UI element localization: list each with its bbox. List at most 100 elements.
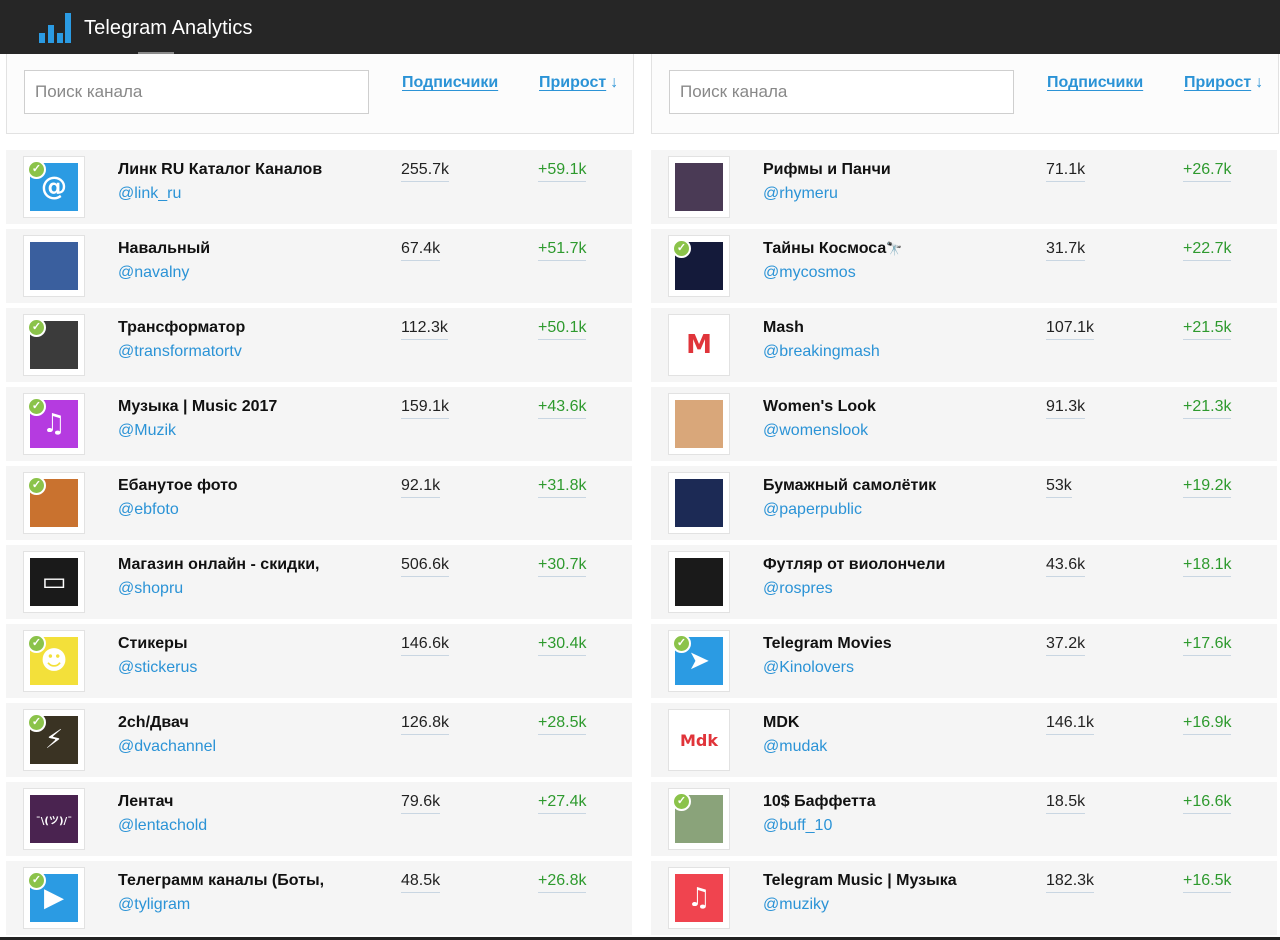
channel-name[interactable]: Telegram Music | Музыка: [763, 872, 957, 890]
channel-row[interactable]: Рифмы и Панчи @rhymeru 71.1k +26.7k: [651, 150, 1277, 224]
subscribers-value: 31.7k: [1046, 240, 1086, 261]
channel-name[interactable]: Тайны Космоса🔭: [763, 240, 902, 258]
channel-avatar[interactable]: [23, 235, 85, 297]
growth-value: +26.7k: [1183, 161, 1232, 182]
avatar-glyph-icon: ♫: [42, 409, 66, 439]
channel-handle-link[interactable]: @Kinolovers: [763, 659, 854, 676]
subscribers-value: 146.6k: [401, 635, 450, 656]
channel-name[interactable]: Трансформатор: [118, 319, 245, 337]
channel-avatar[interactable]: ♫: [668, 867, 730, 929]
channel-name[interactable]: Women's Look: [763, 398, 876, 416]
channel-row[interactable]: ▭ Магазин онлайн - скидки, @shopru 506.6k +3…: [6, 545, 632, 619]
channel-row[interactable]: @ ✓ Линк RU Каталог Каналов @link_ru 255.7k +…: [6, 150, 632, 224]
active-tab-indicator: [138, 52, 174, 55]
search-input[interactable]: [24, 70, 369, 114]
channel-name[interactable]: Бумажный самолётик: [763, 477, 936, 495]
channel-avatar[interactable]: ♫ ✓: [23, 393, 85, 455]
channel-handle-link[interactable]: @mudak: [763, 738, 828, 755]
channel-row[interactable]: Бумажный самолётик @paperpublic 53k +19.2k: [651, 466, 1277, 540]
channel-handle-link[interactable]: @muziky: [763, 896, 830, 913]
channel-handle-link[interactable]: @breakingmash: [763, 343, 880, 360]
channel-avatar[interactable]: @ ✓: [23, 156, 85, 218]
channel-row[interactable]: Навальный @navalny 67.4k +51.7k: [6, 229, 632, 303]
channel-row[interactable]: ➤ ✓ Telegram Movies @Kinolovers 37.2k +17.6k: [651, 624, 1277, 698]
channel-name[interactable]: MDK: [763, 714, 799, 732]
channel-handle-link[interactable]: @dvachannel: [118, 738, 217, 755]
channel-name[interactable]: Telegram Movies: [763, 635, 892, 653]
channel-avatar[interactable]: ▶ ✓: [23, 867, 85, 929]
channel-row[interactable]: Women's Look @womenslook 91.3k +21.3k: [651, 387, 1277, 461]
channel-handle-link[interactable]: @buff_10: [763, 817, 833, 834]
channel-row[interactable]: ¯\(ツ)/¯ Лентач @lentachold 79.6k +27.4k: [6, 782, 632, 856]
channel-avatar[interactable]: [668, 551, 730, 613]
channel-handle-link[interactable]: @mycosmos: [763, 264, 856, 281]
channel-handle-link[interactable]: @stickerus: [118, 659, 198, 676]
channel-avatar[interactable]: ✓: [668, 235, 730, 297]
channel-handle-link[interactable]: @navalny: [118, 264, 190, 281]
channel-row[interactable]: ✓ 10$ Баффетта @buff_10 18.5k +16.6k: [651, 782, 1277, 856]
channel-row[interactable]: ☻ ✓ Стикеры @stickerus 146.6k +30.4k: [6, 624, 632, 698]
channel-handle-link[interactable]: @shopru: [118, 580, 184, 597]
channel-name[interactable]: Футляр от виолончели: [763, 556, 945, 574]
channel-handle-link[interactable]: @paperpublic: [763, 501, 862, 518]
column-header: Подписчики Прирост↓: [651, 54, 1279, 134]
channel-name[interactable]: Лентач: [118, 793, 173, 811]
channel-row[interactable]: ⚡ ✓ 2ch/Двач @dvachannel 126.8k +28.5k: [6, 703, 632, 777]
subscribers-value: 37.2k: [1046, 635, 1086, 656]
channel-row[interactable]: Mdk MDK @mudak 146.1k +16.9k: [651, 703, 1277, 777]
channel-handle-link[interactable]: @Muzik: [118, 422, 177, 439]
channel-name[interactable]: Mash: [763, 319, 804, 337]
channel-avatar[interactable]: ✓: [668, 788, 730, 850]
channel-name[interactable]: Магазин онлайн - скидки,: [118, 556, 319, 574]
channel-avatar[interactable]: ¯\(ツ)/¯: [23, 788, 85, 850]
channel-row[interactable]: M Mash @breakingmash 107.1k +21.5k: [651, 308, 1277, 382]
app-title[interactable]: Telegram Analytics: [84, 17, 253, 39]
channel-row[interactable]: ✓ Трансформатор @transformatortv 112.3k +50.…: [6, 308, 632, 382]
channel-name[interactable]: Линк RU Каталог Каналов: [118, 161, 322, 179]
sort-growth-link[interactable]: Прирост ↓: [1184, 74, 1263, 92]
channel-handle-link[interactable]: @link_ru: [118, 185, 182, 202]
channel-avatar[interactable]: ☻ ✓: [23, 630, 85, 692]
channel-avatar[interactable]: ⚡ ✓: [23, 709, 85, 771]
sort-subscribers-link[interactable]: Подписчики: [1047, 74, 1144, 91]
sort-growth-link[interactable]: Прирост ↓: [539, 74, 618, 92]
sort-subscribers-link[interactable]: Подписчики: [402, 74, 499, 91]
search-input[interactable]: [669, 70, 1014, 114]
avatar-image: Mdk: [675, 716, 723, 764]
bar-chart-icon[interactable]: [39, 13, 71, 43]
channel-name[interactable]: Телеграмм каналы (Боты,: [118, 872, 324, 890]
channel-name[interactable]: Стикеры: [118, 635, 188, 653]
channel-avatar[interactable]: M: [668, 314, 730, 376]
channel-handle-link[interactable]: @womenslook: [763, 422, 869, 439]
channel-avatar[interactable]: [668, 393, 730, 455]
channel-handle-link[interactable]: @transformatortv: [118, 343, 242, 360]
channel-name[interactable]: 2ch/Двач: [118, 714, 189, 732]
channel-avatar[interactable]: ▭: [23, 551, 85, 613]
channel-avatar[interactable]: ✓: [23, 314, 85, 376]
channel-row[interactable]: ▶ ✓ Телеграмм каналы (Боты, @tyligram 48.5k +…: [6, 861, 632, 935]
channel-avatar[interactable]: [668, 156, 730, 218]
channel-name[interactable]: Ебанутое фото: [118, 477, 238, 495]
avatar-glyph-icon: @: [41, 172, 67, 202]
channel-name[interactable]: Рифмы и Панчи: [763, 161, 891, 179]
channel-name[interactable]: 10$ Баффетта: [763, 793, 876, 811]
growth-value: +18.1k: [1183, 556, 1232, 577]
subscribers-value: 255.7k: [401, 161, 450, 182]
channel-row[interactable]: ✓ Ебанутое фото @ebfoto 92.1k +31.8k: [6, 466, 632, 540]
channel-avatar[interactable]: ✓: [23, 472, 85, 534]
channel-avatar[interactable]: [668, 472, 730, 534]
channel-name[interactable]: Музыка | Music 2017: [118, 398, 277, 416]
channel-handle-link[interactable]: @ebfoto: [118, 501, 179, 518]
channel-row[interactable]: ✓ Тайны Космоса🔭 @mycosmos 31.7k +22.7k: [651, 229, 1277, 303]
channel-handle-link[interactable]: @lentachold: [118, 817, 208, 834]
channel-row[interactable]: ♫ Telegram Music | Музыка @muziky 182.3k +16…: [651, 861, 1277, 935]
channel-handle-link[interactable]: @tyligram: [118, 896, 191, 913]
channel-name-text: 2ch/Двач: [118, 714, 189, 731]
channel-avatar[interactable]: Mdk: [668, 709, 730, 771]
channel-avatar[interactable]: ➤ ✓: [668, 630, 730, 692]
channel-row[interactable]: Футляр от виолончели @rospres 43.6k +18.1k: [651, 545, 1277, 619]
channel-name[interactable]: Навальный: [118, 240, 210, 258]
channel-handle-link[interactable]: @rhymeru: [763, 185, 838, 202]
channel-handle-link[interactable]: @rospres: [763, 580, 833, 597]
channel-row[interactable]: ♫ ✓ Музыка | Music 2017 @Muzik 159.1k +43.6k: [6, 387, 632, 461]
